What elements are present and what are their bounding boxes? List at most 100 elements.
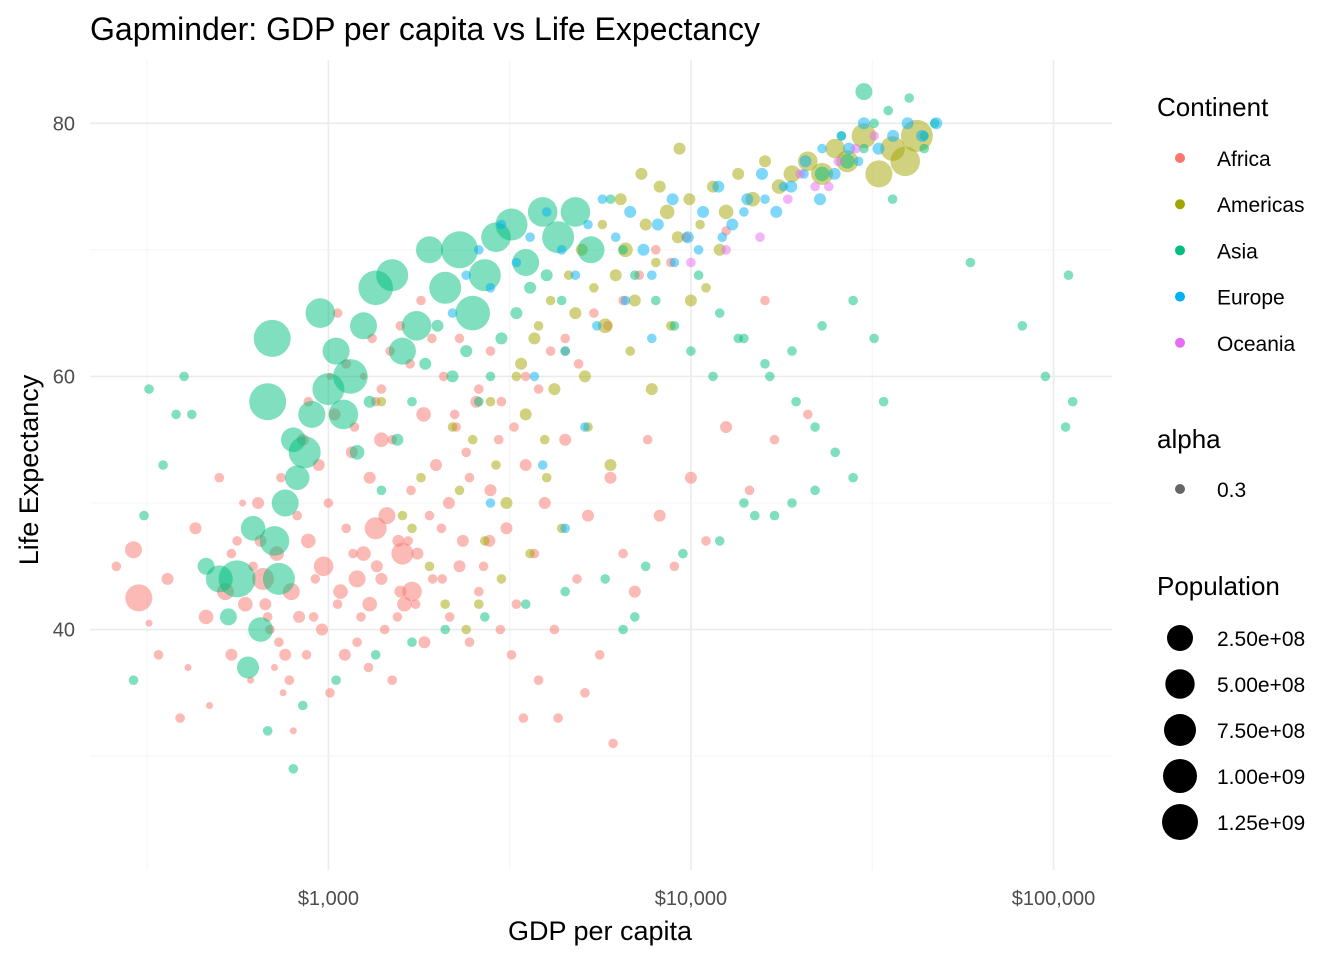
point-oceania bbox=[810, 181, 820, 192]
point-asia bbox=[651, 295, 661, 306]
point-africa bbox=[301, 533, 316, 549]
legend-label-europe: Europe bbox=[1217, 287, 1285, 310]
point-africa bbox=[437, 574, 448, 584]
point-asia bbox=[883, 105, 893, 116]
point-asia bbox=[480, 612, 490, 622]
point-americas bbox=[467, 434, 478, 445]
point-africa bbox=[533, 675, 544, 685]
point-asia bbox=[485, 371, 496, 382]
legend-label-population: 1.00e+09 bbox=[1217, 766, 1305, 789]
point-africa bbox=[356, 546, 371, 561]
point-africa bbox=[628, 585, 641, 598]
point-asia bbox=[750, 510, 760, 521]
point-africa bbox=[511, 599, 522, 609]
legend-label-oceania: Oceania bbox=[1217, 333, 1296, 356]
point-africa bbox=[125, 584, 153, 612]
point-americas bbox=[671, 231, 684, 244]
legend-label-americas: Americas bbox=[1217, 194, 1305, 217]
point-africa bbox=[206, 702, 213, 709]
point-africa bbox=[416, 407, 431, 422]
point-americas bbox=[597, 219, 608, 230]
point-africa bbox=[653, 509, 666, 522]
point-europe bbox=[843, 142, 856, 155]
point-asia bbox=[869, 118, 879, 129]
point-europe bbox=[785, 180, 798, 193]
point-africa bbox=[720, 421, 733, 433]
point-europe bbox=[836, 131, 847, 141]
point-europe bbox=[570, 270, 581, 281]
point-europe bbox=[597, 194, 608, 204]
point-asia bbox=[630, 612, 640, 622]
point-africa bbox=[225, 648, 238, 661]
point-africa bbox=[363, 662, 374, 673]
point-africa bbox=[387, 675, 398, 685]
legend: Continent alpha Population Africa America… bbox=[1157, 92, 1305, 840]
point-africa bbox=[284, 675, 295, 685]
point-asia bbox=[401, 311, 432, 341]
legend-key-oceania bbox=[1175, 337, 1185, 348]
point-asia bbox=[446, 370, 459, 383]
point-europe bbox=[474, 245, 484, 255]
point-africa bbox=[464, 637, 475, 647]
point-asia bbox=[139, 510, 149, 521]
point-europe bbox=[496, 219, 507, 230]
point-europe bbox=[693, 245, 704, 255]
point-africa bbox=[391, 542, 414, 565]
point-africa bbox=[474, 384, 484, 394]
point-africa bbox=[495, 624, 506, 635]
point-americas bbox=[424, 561, 435, 572]
point-africa bbox=[232, 536, 242, 546]
point-africa bbox=[363, 471, 376, 484]
point-asia bbox=[407, 637, 417, 647]
point-africa bbox=[161, 572, 174, 585]
y-tick-label: 40 bbox=[53, 620, 75, 642]
legend-key-population bbox=[1163, 759, 1197, 793]
axes: $1,000 $10,000 $100,000 40 60 80 bbox=[53, 113, 1095, 910]
point-africa bbox=[651, 245, 661, 255]
point-americas bbox=[589, 283, 599, 293]
point-asia bbox=[904, 93, 914, 103]
point-africa bbox=[589, 308, 599, 318]
point-africa bbox=[333, 584, 348, 599]
point-africa bbox=[573, 359, 584, 369]
point-americas bbox=[639, 218, 652, 231]
point-americas bbox=[515, 357, 528, 370]
point-europe bbox=[669, 257, 680, 268]
point-africa bbox=[310, 574, 321, 584]
point-asia bbox=[262, 562, 295, 595]
legend-key-population bbox=[1167, 625, 1193, 651]
point-asia bbox=[388, 337, 416, 365]
point-africa bbox=[374, 432, 389, 448]
point-africa bbox=[308, 612, 319, 622]
point-oceania bbox=[824, 181, 834, 192]
point-africa bbox=[356, 612, 366, 622]
point-americas bbox=[865, 160, 893, 188]
point-asia bbox=[577, 236, 605, 264]
point-africa bbox=[338, 648, 351, 661]
point-africa bbox=[276, 472, 286, 483]
point-europe bbox=[741, 193, 754, 206]
point-africa bbox=[332, 599, 343, 609]
point-africa bbox=[239, 499, 247, 507]
point-asia bbox=[298, 700, 308, 711]
data-points bbox=[111, 83, 1078, 774]
point-africa bbox=[189, 522, 202, 535]
point-oceania bbox=[851, 143, 861, 154]
point-africa bbox=[226, 548, 237, 559]
point-europe bbox=[726, 218, 739, 231]
point-africa bbox=[608, 738, 618, 749]
point-africa bbox=[518, 713, 529, 723]
point-americas bbox=[701, 283, 711, 293]
point-americas bbox=[545, 295, 556, 306]
point-europe bbox=[592, 321, 602, 331]
point-africa bbox=[604, 471, 617, 484]
point-americas bbox=[541, 472, 552, 483]
point-africa bbox=[744, 485, 755, 496]
point-africa bbox=[292, 510, 303, 521]
point-africa bbox=[392, 612, 403, 622]
point-asia bbox=[840, 154, 855, 169]
point-africa bbox=[485, 346, 496, 356]
point-africa bbox=[362, 596, 378, 612]
point-americas bbox=[480, 536, 490, 546]
